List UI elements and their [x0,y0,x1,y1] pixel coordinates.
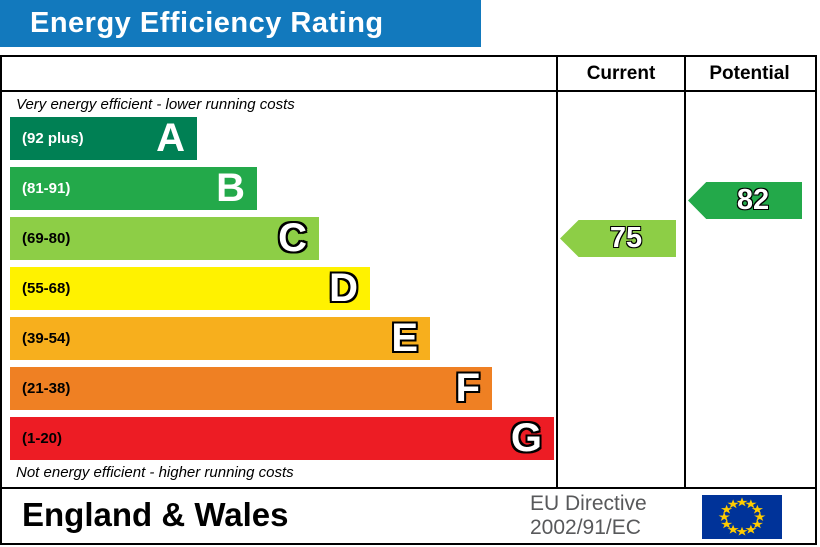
current-rating-value: 75 [609,222,643,254]
rating-chart: Current Potential Very energy efficient … [0,55,817,489]
eu-directive-line2: 2002/91/EC [530,516,641,539]
footer: England & Wales EU Directive 2002/91/EC [0,489,817,545]
band-g: (1-20) G [10,417,554,460]
band-e: (39-54) E [10,317,430,360]
band-d-letter: D [329,266,358,310]
bottom-note: Not energy efficient - higher running co… [16,464,294,481]
potential-column-divider [684,57,686,487]
band-g-letter: G [510,416,542,460]
band-e-range: (39-54) [22,330,71,347]
eu-directive-line1: EU Directive [530,492,647,515]
band-c: (69-80) C [10,217,319,260]
title-bar: Energy Efficiency Rating [0,0,481,47]
potential-column-header: Potential [709,63,790,84]
potential-rating-value: 82 [736,184,770,216]
current-column-divider [556,57,558,487]
band-f: (21-38) F [10,367,492,410]
page-title: Energy Efficiency Rating [30,7,384,39]
top-note: Very energy efficient - lower running co… [16,96,295,113]
band-b: (81-91) B [10,167,257,210]
potential-rating-arrow: 82 [688,182,802,219]
band-f-range: (21-38) [22,380,71,397]
band-c-letter: C [278,216,307,260]
band-a-letter: A [156,116,185,160]
band-a-range: (92 plus) [22,130,84,147]
band-d-range: (55-68) [22,280,71,297]
band-b-letter: B [216,166,245,210]
band-b-range: (81-91) [22,180,71,197]
eu-directive-label: EU Directive 2002/91/EC [530,492,647,540]
band-g-range: (1-20) [22,430,63,447]
band-c-range: (69-80) [22,230,71,247]
current-column-header: Current [586,63,656,84]
band-d: (55-68) D [10,267,370,310]
header-divider-line [2,90,815,92]
band-e-letter: E [391,316,418,360]
eu-flag-icon [702,495,782,539]
band-f-letter: F [455,366,480,410]
region-label: England & Wales [22,496,289,533]
band-a: (92 plus) A [10,117,197,160]
current-rating-arrow: 75 [560,220,676,257]
